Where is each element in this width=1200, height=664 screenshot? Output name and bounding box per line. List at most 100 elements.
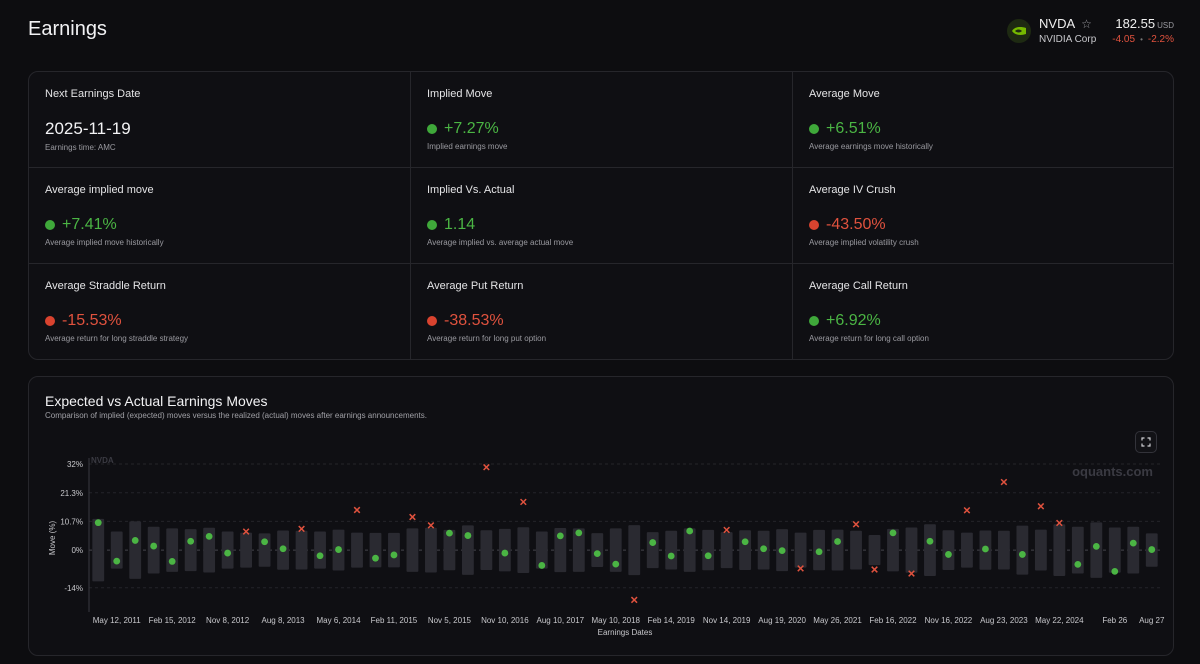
x-tick-label: Nov 16, 2022 [925, 616, 973, 625]
actual-move-outlier [520, 498, 527, 506]
implied-range-bar [924, 524, 936, 576]
implied-range-bar [961, 532, 973, 568]
implied-range-bar [369, 532, 382, 568]
actual-move-point [335, 546, 342, 553]
implied-range-bar [480, 530, 493, 571]
x-tick-label: May 10, 2018 [592, 616, 641, 625]
stats-grid: Next Earnings Date 2025-11-19 Earnings t… [28, 71, 1174, 360]
actual-move-point [575, 529, 583, 537]
stat-value: +6.51% [826, 120, 881, 137]
implied-range-bar [1127, 526, 1140, 574]
implied-range-bar [683, 528, 696, 572]
implied-range-bar [609, 528, 622, 572]
implied-range-bar [942, 530, 955, 571]
actual-move-outlier [298, 525, 305, 533]
stat-desc: Implied earnings move [427, 142, 508, 151]
actual-move-outlier [427, 522, 435, 529]
status-dot-icon [809, 124, 819, 134]
stat-implied-move: Implied Move +7.27% Implied earnings mov… [411, 72, 793, 168]
implied-range-bar [720, 532, 733, 569]
chart-tag: NVDA [91, 456, 114, 465]
implied-range-bar [535, 531, 548, 569]
implied-range-bar [1090, 522, 1103, 578]
actual-move-point [704, 552, 712, 560]
stat-value: 1.14 [444, 216, 476, 233]
stat-value: +6.92% [826, 312, 881, 329]
page-title: Earnings [28, 18, 107, 40]
chart-subtitle: Comparison of implied (expected) moves v… [45, 411, 427, 420]
actual-move-outlier [1056, 519, 1063, 527]
stat-desc: Earnings time: AMC [45, 143, 116, 152]
y-tick-label: -14% [64, 584, 83, 593]
x-tick-label: Feb 15, 2012 [149, 616, 197, 625]
actual-move-outlier [242, 528, 250, 535]
x-tick-label: May 22, 2024 [1035, 616, 1084, 625]
fullscreen-button[interactable] [1135, 431, 1157, 453]
implied-range-bar [997, 530, 1010, 570]
actual-move-outlier [963, 506, 971, 514]
x-tick-label: Aug 10, 2017 [537, 616, 585, 625]
actual-move-point [686, 527, 694, 535]
actual-move-outlier [723, 526, 730, 534]
actual-move-point [316, 552, 324, 560]
actual-move-point [131, 537, 139, 544]
x-tick-label: May 26, 2021 [813, 616, 862, 625]
bullet-separator: • [1140, 35, 1143, 44]
implied-range-bar [184, 529, 197, 572]
x-tick-label: Feb 26 [1102, 616, 1127, 625]
ticker-price: 182.55 [1115, 16, 1156, 31]
y-tick-label: 0% [71, 546, 83, 555]
stat-desc: Average return for long straddle strateg… [45, 334, 189, 343]
status-dot-icon [427, 124, 437, 134]
x-tick-label: May 6, 2014 [317, 616, 362, 625]
actual-move-point [205, 532, 213, 540]
implied-range-bar [702, 529, 715, 571]
actual-move-point [889, 529, 897, 537]
implied-range-bar [868, 535, 881, 566]
actual-move-point [538, 562, 546, 569]
stat-desc: Average earnings move historically [809, 142, 933, 151]
ticker-currency: USD [1157, 21, 1174, 30]
stat-average-move: Average Move +6.51% Average earnings mov… [793, 72, 1173, 168]
actual-move-point [760, 545, 768, 553]
chart-title: Expected vs Actual Earnings Moves [45, 393, 268, 409]
actual-move-outlier [353, 506, 361, 514]
stat-desc: Average implied volatility crush [809, 238, 919, 247]
actual-move-point [224, 549, 232, 557]
implied-range-bar [388, 532, 400, 568]
x-tick-label: Aug 19, 2020 [758, 616, 806, 625]
actual-move-point [945, 551, 952, 558]
actual-move-point [612, 560, 620, 568]
star-icon[interactable]: ☆ [1081, 16, 1092, 31]
actual-move-point [464, 532, 472, 539]
stat-label: Average Put Return [427, 280, 524, 292]
stat-label: Average Call Return [809, 280, 908, 292]
actual-move-point [279, 545, 287, 553]
earnings-moves-chart-card: 32% 21.3% 10.7% 0% -14% NVDA oquants.com Move (… [28, 376, 1174, 656]
stat-label: Implied Vs. Actual [427, 184, 515, 196]
x-axis-title: Earnings Dates [598, 628, 653, 637]
stat-desc: Average implied vs. average actual move [427, 238, 574, 247]
stat-value: -38.53% [444, 312, 504, 329]
stat-value: +7.27% [444, 120, 499, 137]
status-dot-icon [45, 220, 55, 230]
stat-average-call-return: Average Call Return +6.92% Average retur… [793, 264, 1173, 359]
implied-range-bar [554, 528, 567, 573]
implied-range-bar [1071, 526, 1084, 574]
stat-average-iv-crush: Average IV Crush -43.50% Average implied… [793, 168, 1173, 264]
actual-move-point [1148, 546, 1156, 553]
implied-range-bar [517, 527, 530, 573]
actual-move-point [187, 537, 195, 545]
stat-value: +7.41% [62, 216, 117, 233]
x-tick-label: Feb 11, 2015 [371, 616, 418, 625]
actual-move-point [94, 519, 102, 527]
implied-range-bar [443, 529, 456, 571]
actual-move-point [261, 538, 268, 546]
actual-move-point [1092, 542, 1100, 550]
implied-range-bar [572, 528, 585, 572]
actual-move-point [446, 529, 453, 537]
earnings-moves-chart: 32% 21.3% 10.7% 0% -14% NVDA oquants.com Move (… [48, 456, 1165, 637]
y-tick-label: 21.3% [60, 489, 83, 498]
implied-range-bar [129, 521, 142, 579]
x-tick-label: Nov 8, 2012 [206, 616, 250, 625]
